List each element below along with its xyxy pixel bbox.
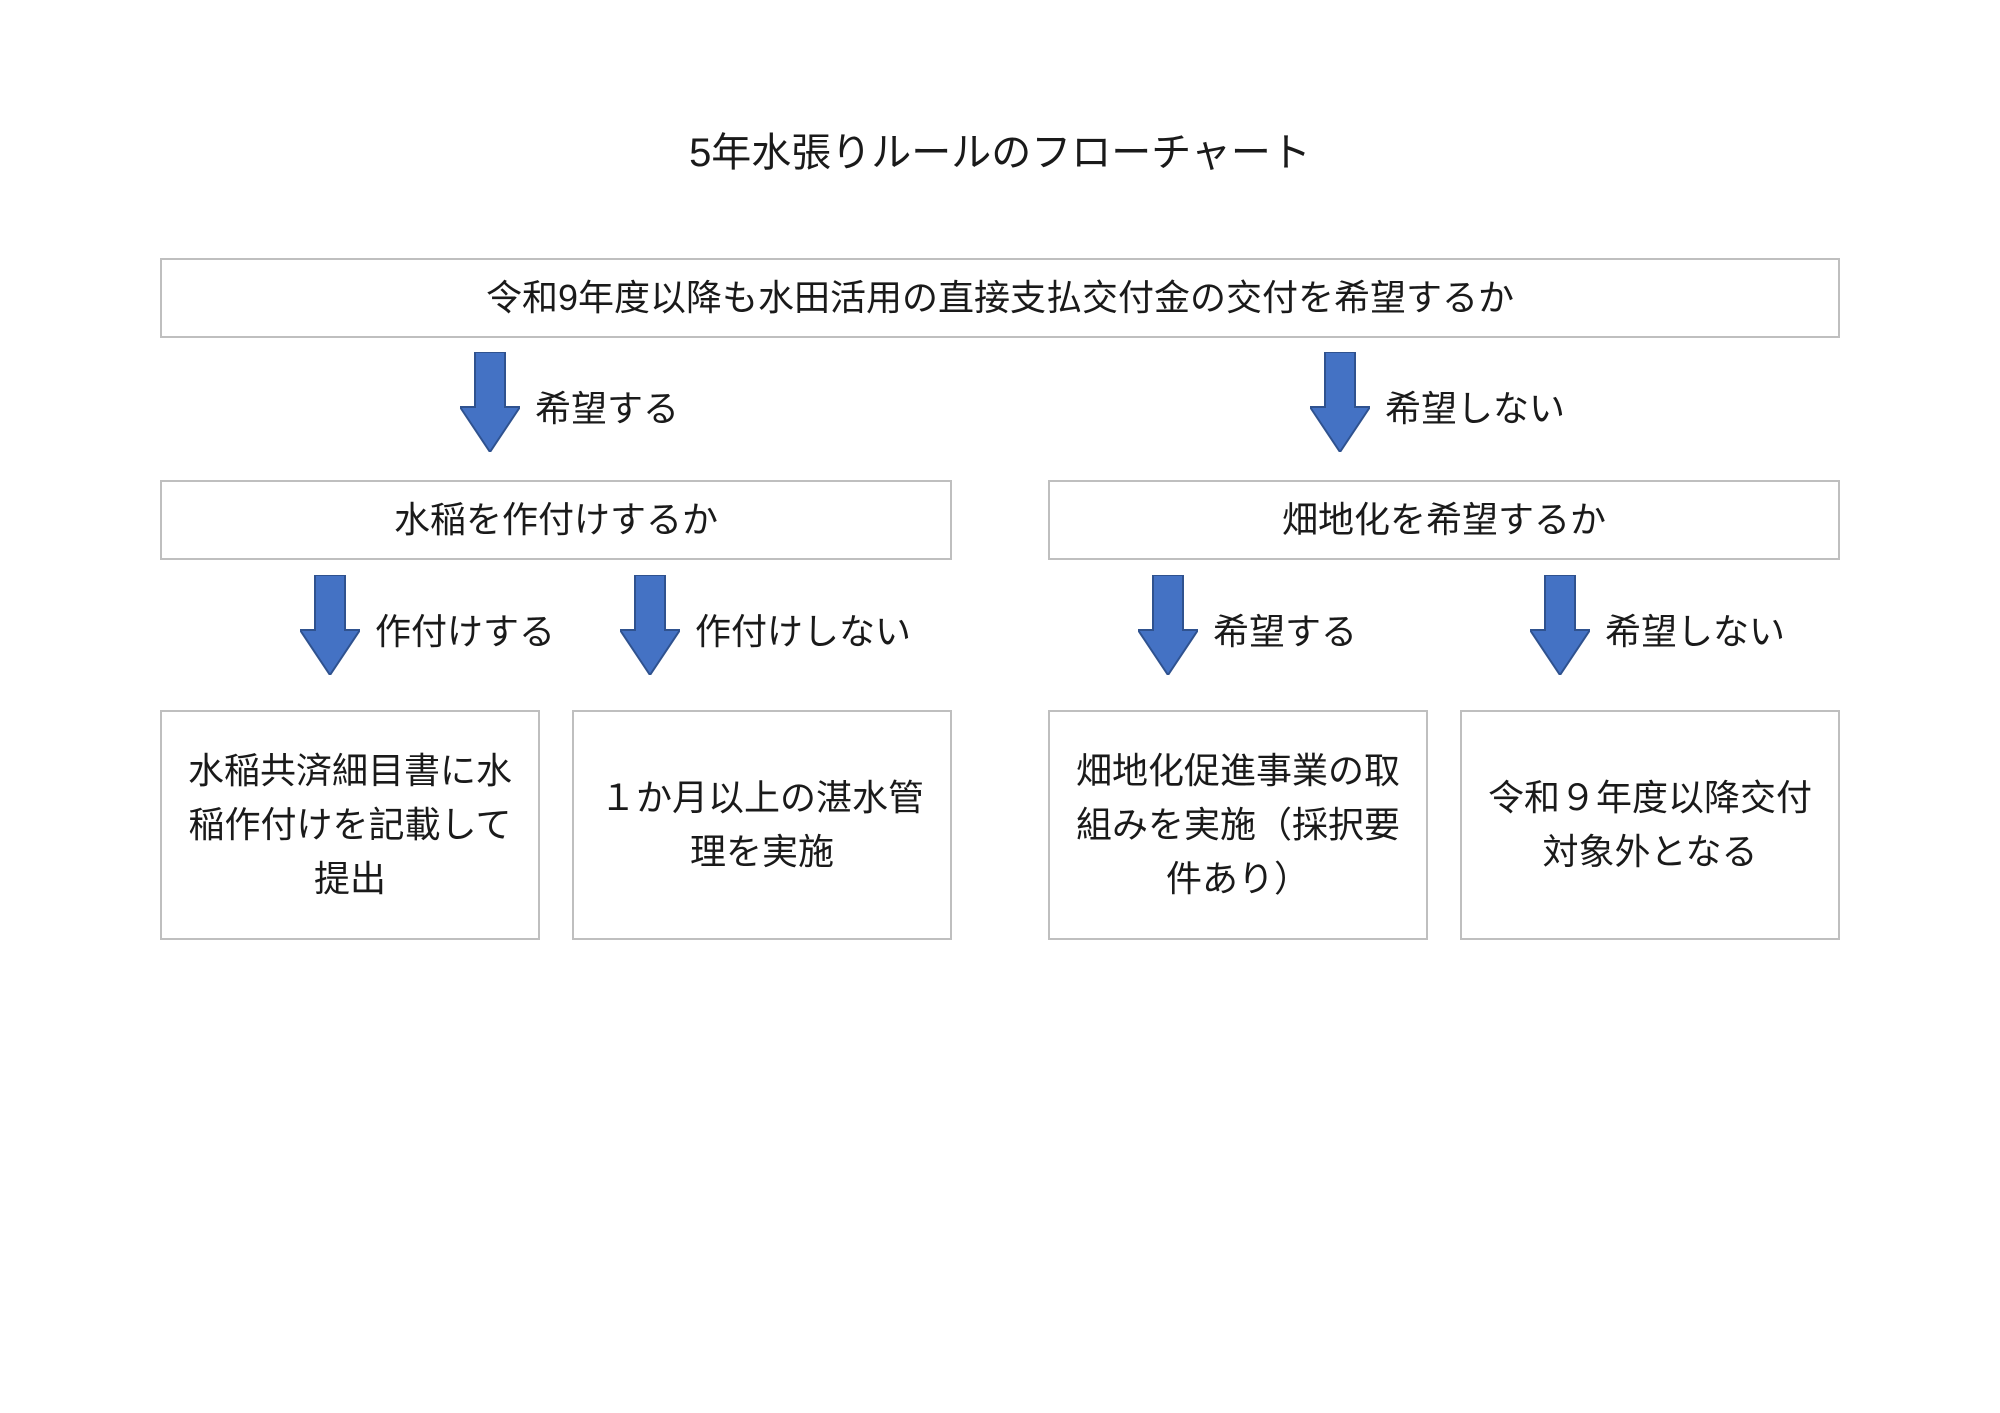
node-text: 水稲を作付けするか [394, 493, 718, 547]
node-text: 令和９年度以降交付対象外となる [1482, 771, 1818, 879]
node-outcome-3: 畑地化促進事業の取組みを実施（採択要件あり） [1048, 710, 1428, 940]
arrow-label: 希望する [535, 380, 679, 432]
node-outcome-2: １か月以上の湛水管理を実施 [572, 710, 952, 940]
node-plant-rice-question: 水稲を作付けするか [160, 480, 952, 560]
arrow-convert-yes [1138, 575, 1198, 675]
flowchart-title: 5年水張りルールのフローチャート [0, 120, 2000, 178]
arrow-plant-no [620, 575, 680, 675]
arrow-label: 希望しない [1385, 380, 1565, 432]
arrow-label: 作付けする [375, 603, 555, 655]
node-text: １か月以上の湛水管理を実施 [594, 771, 930, 879]
node-convert-field-question: 畑地化を希望するか [1048, 480, 1840, 560]
node-text: 畑地化を希望するか [1282, 493, 1606, 547]
arrow-label: 希望する [1213, 603, 1357, 655]
node-outcome-4: 令和９年度以降交付対象外となる [1460, 710, 1840, 940]
node-outcome-1: 水稲共済細目書に水稲作付けを記載して提出 [160, 710, 540, 940]
arrow-label: 作付けしない [695, 603, 911, 655]
node-text: 水稲共済細目書に水稲作付けを記載して提出 [182, 744, 518, 906]
arrow-label: 希望しない [1605, 603, 1785, 655]
arrow-plant-yes [300, 575, 360, 675]
node-text: 畑地化促進事業の取組みを実施（採択要件あり） [1070, 744, 1406, 906]
node-text: 令和9年度以降も水田活用の直接支払交付金の交付を希望するか [486, 271, 1514, 325]
arrow-hope-yes [460, 352, 520, 452]
node-root-question: 令和9年度以降も水田活用の直接支払交付金の交付を希望するか [160, 258, 1840, 338]
arrow-convert-no [1530, 575, 1590, 675]
arrow-hope-no [1310, 352, 1370, 452]
flowchart-page: 5年水張りルールのフローチャート 令和9年度以降も水田活用の直接支払交付金の交付… [0, 0, 2000, 1413]
